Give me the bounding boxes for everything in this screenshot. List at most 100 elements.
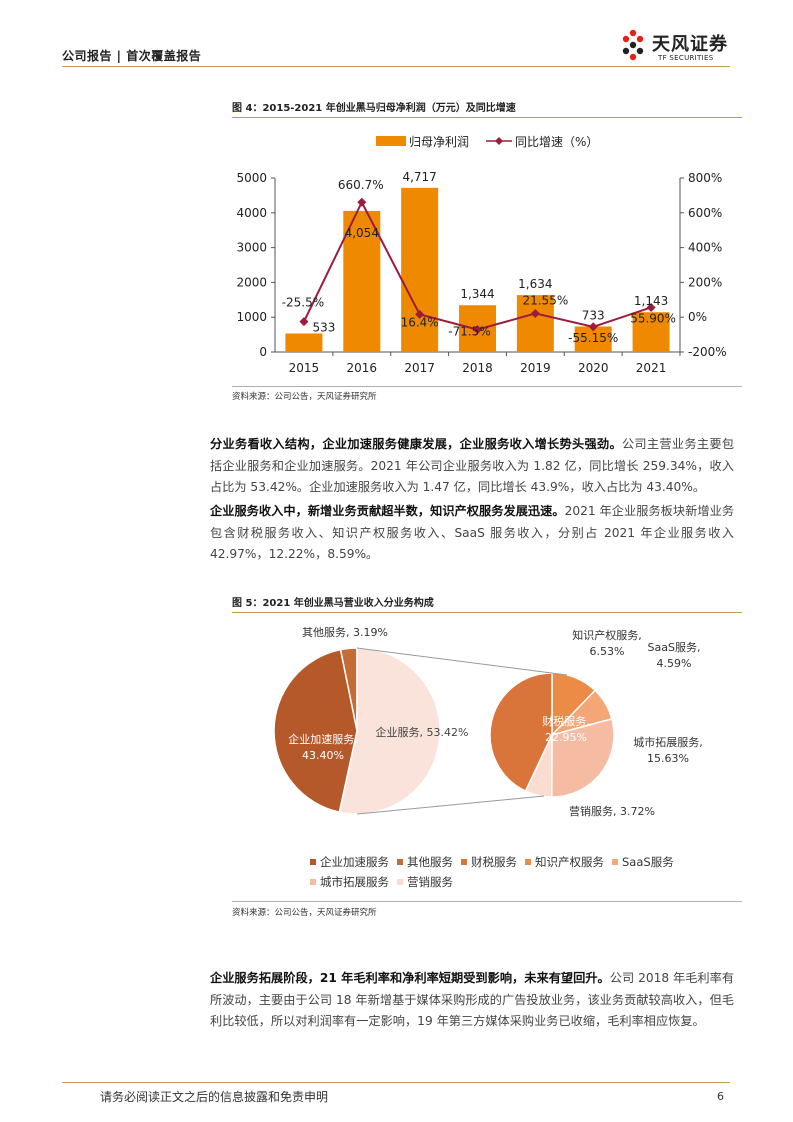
legend-swatch xyxy=(461,859,467,865)
x-tick-label: 2017 xyxy=(404,361,435,375)
paragraph-lead: 分业务看收入结构，企业加速服务健康发展，企业服务收入增长势头强劲。 xyxy=(210,437,622,451)
legend-swatch xyxy=(310,879,316,885)
y-left-tick-label: 4000 xyxy=(236,206,267,220)
bar-2015 xyxy=(285,333,323,352)
y-left-tick-label: 0 xyxy=(259,345,267,359)
y-left-tick-label: 3000 xyxy=(236,241,267,255)
growth-point-2019 xyxy=(530,308,540,318)
x-tick-label: 2019 xyxy=(520,361,551,375)
bar-2016 xyxy=(343,210,381,352)
legend-swatch xyxy=(397,859,403,865)
bar-value-label: 4,717 xyxy=(402,170,436,184)
legend-label: 营销服务 xyxy=(407,875,453,889)
sub-slice-城市拓展服务 xyxy=(550,717,615,798)
footer-divider xyxy=(62,1082,730,1083)
legend-label: 企业加速服务 xyxy=(320,855,389,869)
growth-point-2016 xyxy=(357,197,367,207)
figure4-title: 图 4：2015-2021 年创业黑马归母净利润（万元）及同比增速 xyxy=(232,103,516,114)
paragraph-business-structure: 分业务看收入结构，企业加速服务健康发展，企业服务收入增长势头强劲。公司主营业务主… xyxy=(210,434,734,499)
slice-label: 财税服务, 22.95% xyxy=(542,714,590,744)
bar-value-label: 733 xyxy=(582,308,605,322)
bar-2021 xyxy=(632,312,670,352)
slice-label: 营销服务, 3.72% xyxy=(569,804,655,818)
slice-label: 企业服务, 53.42% xyxy=(376,725,469,739)
growth-value-label: 21.55% xyxy=(522,293,568,307)
figure5-source-rule xyxy=(232,901,742,902)
bar-value-label: 4,054 xyxy=(345,226,379,240)
sub-slice-财税服务 xyxy=(489,672,553,793)
growth-point-2020 xyxy=(588,322,598,332)
y-left-tick-label: 1000 xyxy=(236,310,267,324)
bar-2017 xyxy=(401,187,439,352)
bar-2019 xyxy=(516,295,554,352)
slice-label: 其他服务, 3.19% xyxy=(302,626,388,639)
figure4-source: 资料来源：公司公告，天风证券研究所 xyxy=(232,392,377,402)
growth-value-label: -71.5% xyxy=(448,325,490,339)
x-tick-label: 2016 xyxy=(347,361,378,375)
disclaimer-note: 请务必阅读正文之后的信息披露和免责申明 xyxy=(100,1090,329,1104)
report-header: 公司报告 | 首次覆盖报告 xyxy=(62,49,202,63)
slice-label: 城市拓展服务, 15.63% xyxy=(633,735,703,765)
bar-value-label: 1,634 xyxy=(518,277,552,291)
figure5-source: 资料来源：公司公告，天风证券研究所 xyxy=(232,908,377,918)
figure5-title: 图 5：2021 年创业黑马营业收入分业务构成 xyxy=(232,598,434,609)
legend-bar-swatch xyxy=(376,136,406,146)
y-right-tick-label: 0% xyxy=(688,310,707,324)
legend-swatch xyxy=(310,859,316,865)
legend-label: 其他服务 xyxy=(407,855,453,869)
figure4-chart: 归母净利润 同比增速（%） 0 1000 2000 3000 4000 5000 -200%… xyxy=(236,135,727,375)
x-tick-label: 2020 xyxy=(578,361,609,375)
y-right-tick-label: 400% xyxy=(688,241,722,255)
slice-label: 企业加速服务, 43.40% xyxy=(288,732,358,762)
growth-value-label: -55.15% xyxy=(568,331,618,345)
x-tick-label: 2021 xyxy=(636,361,667,375)
y-right-tick-label: 800% xyxy=(688,171,722,185)
growth-point-2015 xyxy=(299,317,309,327)
x-tick-label: 2018 xyxy=(462,361,493,375)
slice-label: SaaS服务, 4.59% xyxy=(648,641,701,670)
y-right-tick-label: 200% xyxy=(688,275,722,289)
y-right-tick-label: -200% xyxy=(688,345,727,359)
y-left-tick-label: 5000 xyxy=(236,171,267,185)
paragraph-lead: 企业服务收入中，新增业务贡献超半数，知识产权服务发展迅速。 xyxy=(210,504,565,518)
growth-value-label: -25.5% xyxy=(282,296,324,310)
paragraph-body: 2021 年企业服务板块新增业务包含财税服务收入、知识产权服务收入、SaaS 服… xyxy=(210,504,735,561)
legend-label: 知识产权服务 xyxy=(535,855,604,869)
figure4-title-rule xyxy=(232,117,742,118)
main-slice-企业加速服务 xyxy=(273,648,358,813)
growth-point-2017 xyxy=(415,309,425,319)
bar-value-label: 533 xyxy=(312,320,335,334)
growth-point-2018 xyxy=(473,325,482,335)
header-divider xyxy=(62,66,730,67)
logo-subtext: TF SECURITIES xyxy=(658,54,714,62)
x-tick-label: 2015 xyxy=(289,361,320,375)
page-number: 6 xyxy=(717,1090,724,1103)
paragraph-margin: 企业服务拓展阶段，21 年毛利率和净利率短期受到影响，未来有望回升。公司 201… xyxy=(210,968,734,1033)
legend-label: SaaS服务 xyxy=(622,855,674,869)
logo-text: 天风证券 xyxy=(652,34,728,55)
legend: 归母净利润 同比增速（%） xyxy=(376,135,598,149)
legend-line-label: 同比增速（%） xyxy=(515,135,598,149)
y-left-tick-label: 2000 xyxy=(236,275,267,289)
connector-top xyxy=(356,647,568,676)
growth-point-2021 xyxy=(646,302,656,312)
figure5-title-rule xyxy=(232,612,742,613)
bar-value-label: 1,344 xyxy=(460,287,494,301)
legend-label: 城市拓展服务 xyxy=(320,875,389,889)
company-logo: 天风证券 TF SECURITIES xyxy=(618,26,738,68)
legend-swatch xyxy=(612,859,618,865)
bar-value-label: 1,143 xyxy=(634,294,668,308)
figure5-chart: 其他服务, 3.19% 企业服务, 53.42% 企业加速服务, 43.40% 财税服务… xyxy=(273,626,703,889)
flower-icon xyxy=(622,29,644,61)
paragraph-lead: 企业服务拓展阶段，21 年毛利率和净利率短期受到影响，未来有望回升。 xyxy=(210,971,610,985)
growth-value-label: 16.4% xyxy=(401,315,439,329)
legend-line-marker xyxy=(495,137,503,145)
legend-swatch xyxy=(525,859,531,865)
legend-bar-label: 归母净利润 xyxy=(409,135,469,149)
legend-swatch xyxy=(397,879,403,885)
figure4-source-rule xyxy=(232,386,742,387)
legend-label: 财税服务 xyxy=(471,855,517,869)
y-right-tick-label: 600% xyxy=(688,206,722,220)
growth-value-label: 660.7% xyxy=(338,178,384,192)
connector-bottom xyxy=(356,795,545,815)
